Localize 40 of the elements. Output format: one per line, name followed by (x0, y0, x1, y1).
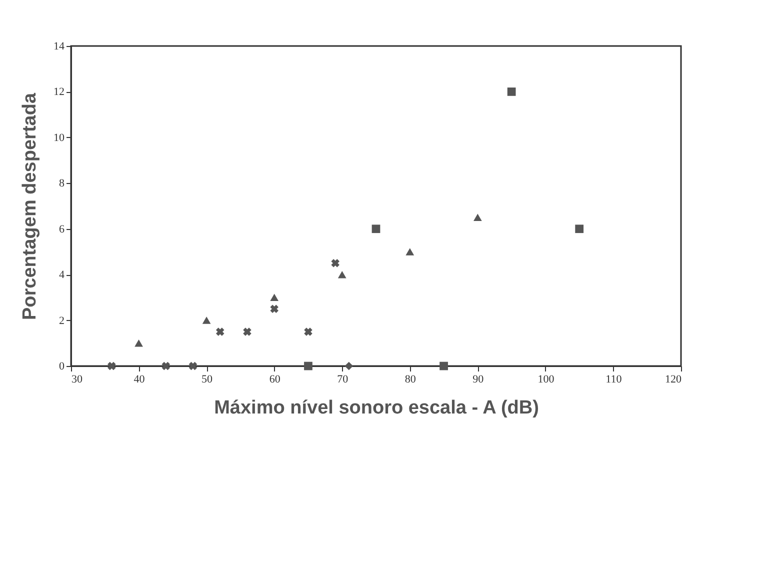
y-tick-label: 10 (54, 132, 65, 144)
point (243, 328, 252, 336)
x-tick-label: 50 (202, 374, 214, 386)
y-tick-label: 6 (59, 223, 65, 236)
x-axis-title: Máximo nível sonoro escala - A (dB) (214, 398, 539, 418)
y-tick-label: 2 (59, 314, 64, 327)
point (575, 224, 584, 234)
point (270, 294, 279, 302)
point (304, 328, 312, 336)
point (108, 362, 116, 370)
point (162, 362, 170, 370)
point (304, 362, 312, 370)
point (202, 316, 211, 324)
x-tick-label: 40 (134, 374, 146, 386)
point (338, 270, 346, 278)
point (372, 224, 380, 234)
point (344, 362, 354, 370)
point (406, 248, 414, 256)
point (188, 362, 198, 370)
y-tick-label: 12 (54, 86, 64, 98)
point (270, 304, 278, 313)
x-tick-label: 90 (472, 374, 484, 386)
x-tick-label: 70 (337, 374, 349, 386)
x-tick-label: 30 (72, 374, 83, 386)
point (216, 328, 224, 336)
point (473, 214, 482, 222)
x-tick-label: 120 (665, 374, 682, 386)
y-tick-label: 14 (54, 40, 65, 52)
x-tick-label: 80 (404, 374, 416, 386)
y-tick-label: 8 (59, 178, 65, 190)
y-tick-label: 0 (59, 360, 65, 372)
x-tick-label: 100 (538, 374, 555, 386)
point (331, 259, 340, 268)
point (440, 362, 448, 370)
x-tick-label: 60 (269, 374, 281, 386)
y-tick-label: 4 (59, 269, 65, 282)
point (134, 340, 143, 347)
point (507, 88, 516, 96)
y-axis-title: Porcentagem despertada (20, 92, 40, 320)
x-tick-label: 110 (606, 374, 622, 386)
